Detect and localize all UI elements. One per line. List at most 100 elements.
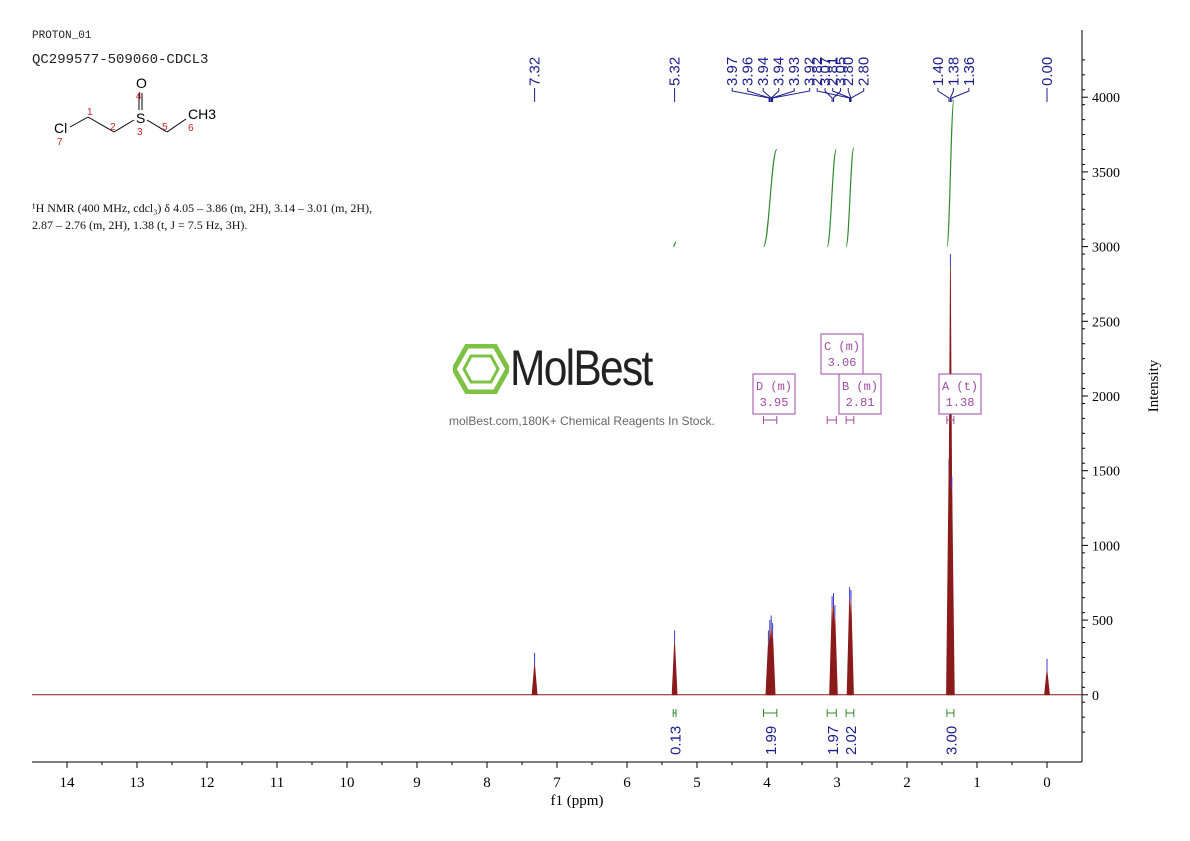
multiplet-shift: 1.38 [946, 396, 975, 410]
integral-value: 0.13 [668, 726, 685, 755]
peak-label-leader [770, 88, 780, 102]
peak-label-leader [824, 88, 833, 102]
peak-label-leader [832, 88, 851, 102]
y-axis-label: Intensity [1146, 359, 1162, 412]
multiplet-id: B (m) [842, 380, 878, 394]
peak-label: 3.07 [817, 57, 834, 86]
atom-cl: Cl [54, 120, 67, 136]
peak-label: 3.94 [771, 57, 788, 86]
y-tick-label: 2500 [1092, 315, 1120, 330]
peak-label-leader [747, 88, 771, 102]
peak-label: 0.00 [1039, 57, 1056, 86]
integral-curve [845, 147, 855, 248]
peak-label-leader [937, 88, 950, 102]
molbest-logo-icon [453, 344, 509, 394]
x-tick-label: 1 [973, 775, 981, 791]
bond-number-5: 5 [162, 122, 168, 133]
y-tick-label: 4000 [1092, 91, 1120, 106]
spectrum-peak [848, 602, 854, 696]
spectrum-peak [948, 488, 955, 696]
peak-label: 3.05 [833, 57, 850, 86]
peak-label: 2.81 [825, 57, 842, 86]
peak-label-leader [949, 88, 954, 102]
peak-label: 2.80 [840, 57, 857, 86]
x-tick-label: 5 [693, 775, 701, 791]
sample-id: QC299577-509060-CDCL3 [32, 52, 209, 68]
nmr-description-line1: ¹H NMR (400 MHz, cdcl₃) δ 4.05 – 3.86 (m… [32, 201, 373, 215]
atom-o: O [136, 75, 147, 91]
y-tick-label: 3500 [1092, 166, 1120, 181]
x-tick-label: 7 [553, 775, 561, 791]
peak-label: 3.92 [802, 57, 819, 86]
integral-curve [946, 99, 955, 248]
multiplet-box [838, 373, 882, 415]
spectrum-peak [531, 664, 538, 696]
atom-o-number: 4 [136, 91, 142, 102]
multiplet-box [752, 373, 796, 415]
y-tick-label: 500 [1092, 614, 1113, 629]
peak-label: 1.36 [961, 57, 978, 86]
peak-label: 5.32 [667, 57, 684, 86]
integral-value: 2.02 [843, 726, 860, 755]
atom-s: S [136, 110, 145, 126]
peak-label-leader [833, 88, 842, 102]
multiplet-shift: 3.06 [828, 356, 857, 370]
multiplet-id: D (m) [756, 380, 792, 394]
x-tick-label: 8 [483, 775, 491, 791]
x-tick-label: 6 [623, 775, 631, 791]
spectrum-peak [831, 617, 838, 696]
x-tick-label: 12 [200, 775, 215, 791]
peak-label: 7.32 [527, 57, 544, 86]
y-tick-label: 1500 [1092, 465, 1120, 480]
peak-label: 1.38 [945, 57, 962, 86]
multiplet-id: C (m) [824, 340, 860, 354]
x-tick-label: 2 [903, 775, 911, 791]
peak-label: 2.80 [856, 57, 873, 86]
x-tick-label: 11 [270, 775, 284, 791]
y-tick-label: 3000 [1092, 241, 1120, 256]
x-tick-label: 14 [60, 775, 76, 791]
x-axis-label: f1 (ppm) [551, 793, 604, 809]
watermark-brand: MolBest [510, 340, 653, 396]
x-tick-label: 0 [1043, 775, 1051, 791]
peak-label: 1.40 [930, 57, 947, 86]
peak-label-leader [731, 88, 770, 102]
peak-label: 2.82 [809, 57, 826, 86]
bond-number-2: 2 [110, 122, 116, 133]
multiplet-shift: 3.95 [760, 396, 789, 410]
peak-label-leader [951, 88, 970, 102]
molecule-structure: Cl 7 1 2 S 3 O 4 5 CH3 6 [54, 75, 216, 148]
multiplet-box [938, 373, 982, 415]
integral-curve [672, 241, 677, 248]
nmr-description-line2: 2.87 – 2.76 (m, 2H), 1.38 (t, J = 7.5 Hz… [32, 218, 248, 232]
peak-label-leader [771, 88, 795, 102]
x-tick-label: 9 [413, 775, 421, 791]
atom-s-number: 3 [137, 127, 143, 138]
atom-ch3: CH3 [188, 106, 216, 122]
peak-label-leader [816, 88, 851, 102]
peak-label: 3.94 [755, 57, 772, 86]
multiplet-shift: 2.81 [846, 396, 875, 410]
watermark-tagline: molBest.com,180K+ Chemical Reagents In S… [449, 414, 715, 428]
peak-label: 3.97 [724, 57, 741, 86]
atom-cl-number: 7 [57, 137, 63, 148]
experiment-label: PROTON_01 [32, 30, 92, 42]
spectrum-peak [769, 635, 776, 696]
y-tick-label: 0 [1092, 689, 1099, 704]
integral-curve [826, 148, 837, 248]
bond-number-1: 1 [87, 107, 93, 118]
peak-label: 3.93 [786, 57, 803, 86]
integral-value: 3.00 [943, 726, 960, 755]
x-tick-label: 13 [130, 775, 145, 791]
y-tick-label: 1000 [1092, 539, 1120, 554]
integral-curve [762, 148, 778, 248]
y-tick-label: 2000 [1092, 390, 1120, 405]
peak-label: 3.96 [740, 57, 757, 86]
x-tick-label: 10 [340, 775, 355, 791]
spectrum-peak [1044, 670, 1050, 696]
integral-value: 1.99 [763, 726, 780, 755]
x-tick-label: 4 [763, 775, 771, 791]
multiplet-id: A (t) [942, 380, 978, 394]
peak-label-leader [772, 88, 811, 102]
